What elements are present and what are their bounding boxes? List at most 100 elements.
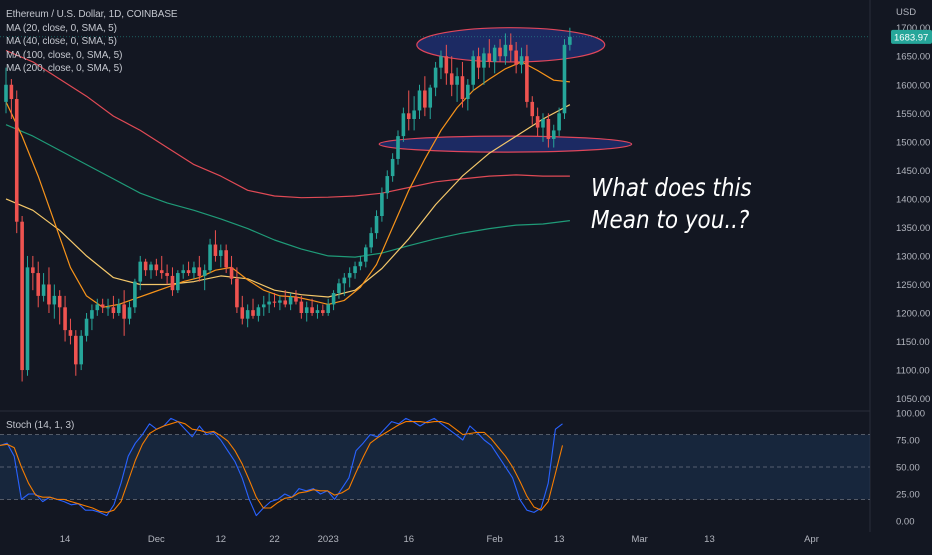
candle-body bbox=[176, 273, 180, 291]
candle-body bbox=[519, 56, 524, 65]
time-tick-label: 13 bbox=[704, 534, 715, 545]
candle bbox=[299, 295, 304, 319]
candle-body bbox=[240, 307, 245, 319]
candle-body bbox=[535, 116, 540, 128]
candle bbox=[154, 258, 159, 276]
stoch-indicator-label[interactable]: Stoch (14, 1, 3) bbox=[6, 420, 75, 431]
candle-body bbox=[342, 277, 347, 284]
ma40-line bbox=[5, 104, 571, 298]
price-tick-label: 1500.00 bbox=[896, 137, 930, 148]
candle bbox=[278, 295, 282, 311]
candle bbox=[57, 290, 62, 325]
time-tick-label: 12 bbox=[216, 534, 227, 545]
candle-body bbox=[181, 270, 186, 274]
indicator-ma200[interactable]: MA (200, close, 0, SMA, 5) bbox=[6, 63, 123, 74]
candle-body bbox=[213, 244, 218, 256]
candle-body bbox=[487, 53, 492, 62]
candle-body bbox=[299, 301, 304, 313]
candle bbox=[229, 255, 234, 285]
candle-body bbox=[396, 136, 400, 159]
candle bbox=[170, 267, 175, 296]
candle-body bbox=[149, 264, 153, 271]
candle-body bbox=[315, 310, 320, 313]
candle bbox=[508, 33, 513, 62]
candle-body bbox=[406, 113, 411, 119]
stoch-tick-label: 0.00 bbox=[896, 517, 915, 528]
candle-body bbox=[224, 250, 228, 268]
price-tick-label: 1450.00 bbox=[896, 166, 930, 177]
candle-body bbox=[90, 310, 94, 319]
chart-legend: Ethereum / U.S. Dollar, 1D, COINBASE MA … bbox=[6, 8, 178, 76]
candle-body bbox=[412, 110, 416, 119]
candle-body bbox=[170, 275, 175, 291]
text-annotation[interactable]: What does this Mean to you..? bbox=[591, 172, 752, 236]
candle bbox=[208, 238, 212, 274]
stoch-tick-label: 100.00 bbox=[896, 409, 925, 420]
candle bbox=[304, 301, 309, 322]
price-axis: 1050.00 1100.00 1150.00 1200.00 1250.00 1300.… bbox=[896, 7, 930, 405]
candle bbox=[530, 96, 535, 125]
candle-body bbox=[79, 335, 83, 365]
candle bbox=[337, 278, 341, 299]
stoch-band bbox=[0, 434, 870, 500]
candle bbox=[519, 47, 524, 74]
current-price-box bbox=[891, 29, 932, 44]
ma20-line bbox=[5, 61, 570, 308]
stoch-k-line bbox=[0, 417, 563, 517]
candle bbox=[492, 44, 497, 74]
candle bbox=[143, 258, 148, 276]
price-tick-label: 1300.00 bbox=[896, 251, 930, 262]
price-tick-label: 1350.00 bbox=[896, 223, 930, 234]
candle bbox=[251, 298, 255, 319]
candle-body bbox=[219, 250, 223, 256]
candle-body bbox=[347, 273, 352, 278]
candle bbox=[90, 304, 94, 331]
annotation-line-1: What does this bbox=[591, 173, 752, 202]
price-tick-label: 1400.00 bbox=[896, 194, 930, 205]
candle bbox=[100, 298, 105, 313]
candle-body bbox=[294, 297, 298, 302]
candle-body bbox=[508, 44, 513, 51]
candle bbox=[525, 44, 529, 108]
candle bbox=[358, 255, 363, 271]
candle bbox=[25, 255, 30, 376]
candle bbox=[159, 255, 164, 279]
candle-body bbox=[272, 301, 277, 303]
time-tick-label: 16 bbox=[403, 534, 414, 545]
price-tick-label: 1150.00 bbox=[896, 337, 930, 348]
candle-body bbox=[326, 304, 330, 313]
candle bbox=[514, 41, 518, 74]
candle-body bbox=[9, 84, 14, 100]
time-tick-label: Apr bbox=[804, 534, 819, 545]
candle-body bbox=[514, 50, 518, 65]
candle bbox=[186, 261, 191, 276]
candle-body bbox=[439, 56, 443, 68]
candle-body bbox=[31, 267, 35, 274]
candle-body bbox=[95, 304, 100, 311]
moving-average-lines bbox=[5, 49, 571, 308]
candle bbox=[476, 47, 481, 80]
candle bbox=[342, 273, 347, 296]
candle bbox=[541, 113, 545, 142]
candle bbox=[498, 39, 502, 62]
time-tick-label: 13 bbox=[554, 534, 565, 545]
indicator-ma100[interactable]: MA (100, close, 0, SMA, 5) bbox=[6, 49, 123, 61]
candle bbox=[401, 107, 406, 142]
time-tick-label: Mar bbox=[631, 534, 647, 545]
candle-body bbox=[229, 267, 234, 279]
candle bbox=[385, 170, 390, 199]
indicator-ma20[interactable]: MA (20, close, 0, SMA, 5) bbox=[6, 22, 117, 34]
candle bbox=[347, 267, 352, 288]
candle bbox=[138, 255, 143, 291]
candle-body bbox=[20, 221, 24, 371]
candle bbox=[261, 295, 266, 316]
candle bbox=[31, 255, 35, 291]
candle-body bbox=[546, 119, 551, 139]
symbol-title[interactable]: Ethereum / U.S. Dollar, 1D, COINBASE bbox=[6, 9, 178, 20]
candle-body bbox=[4, 84, 8, 102]
indicator-ma40[interactable]: MA (40, close, 0, SMA, 5) bbox=[6, 36, 117, 47]
candle-body bbox=[417, 90, 422, 111]
candle-body bbox=[525, 56, 529, 102]
